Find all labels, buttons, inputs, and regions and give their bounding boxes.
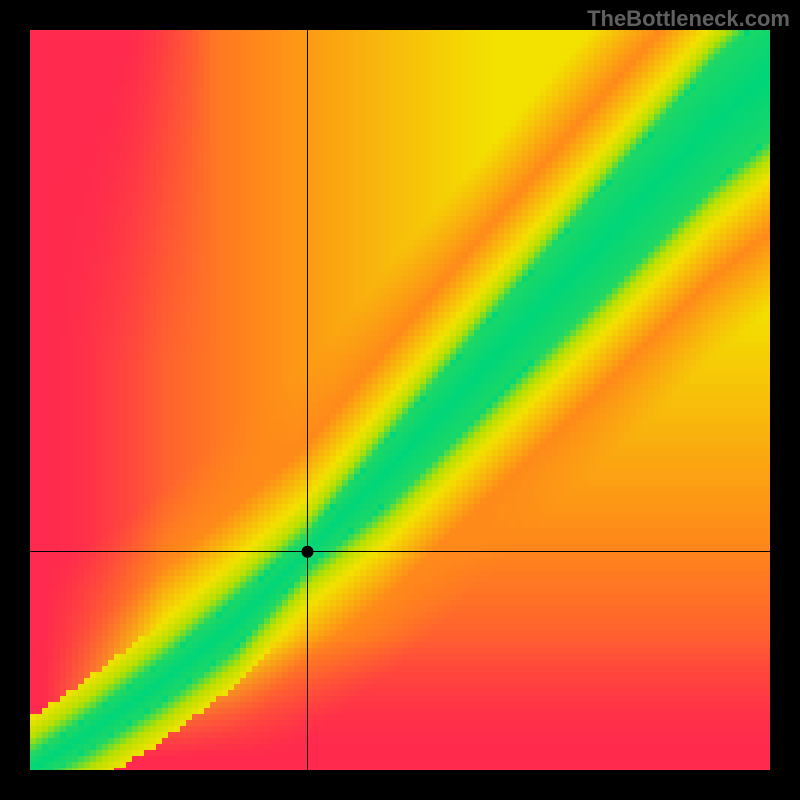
bottleneck-heatmap — [0, 0, 800, 800]
watermark: TheBottleneck.com — [587, 6, 790, 32]
heatmap-cells — [30, 30, 774, 774]
chart-container: { "watermark": "TheBottleneck.com", "cha… — [0, 0, 800, 800]
